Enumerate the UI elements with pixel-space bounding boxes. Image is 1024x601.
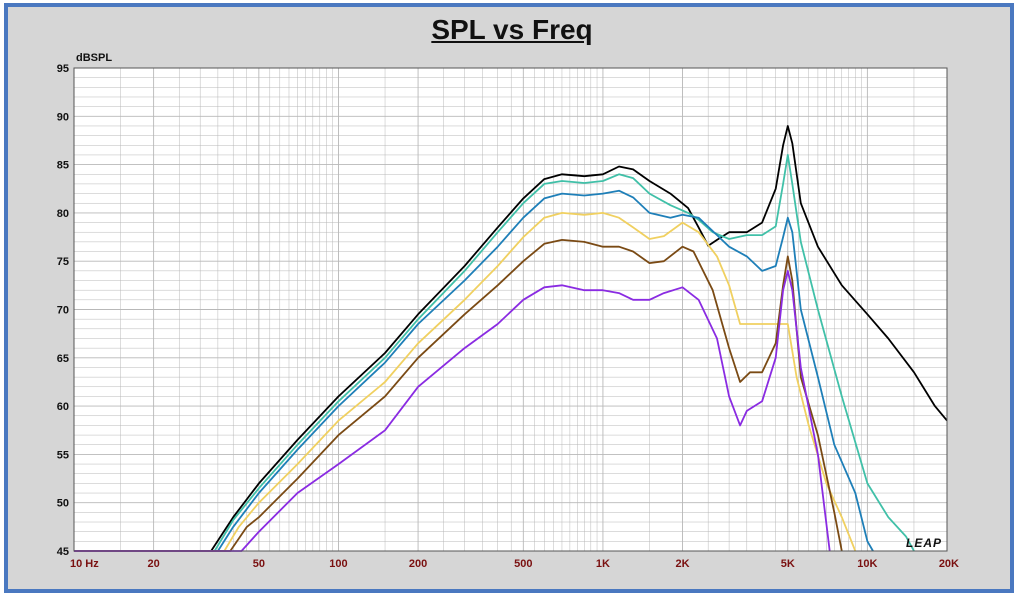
y-axis-label: dBSPL bbox=[76, 52, 112, 64]
y-tick-label: 65 bbox=[57, 353, 69, 365]
y-tick-label: 50 bbox=[57, 498, 69, 510]
x-tick-label: 10K bbox=[857, 558, 877, 570]
y-tick-label: 55 bbox=[57, 449, 69, 461]
plot-border bbox=[73, 67, 948, 552]
x-tick-label: 1K bbox=[596, 558, 610, 570]
leap-watermark: LEAP bbox=[906, 536, 942, 550]
y-tick-label: 95 bbox=[57, 63, 69, 75]
x-tick-label: 100 bbox=[329, 558, 347, 570]
y-tick-label: 60 bbox=[57, 401, 69, 413]
x-tick-label: 5K bbox=[781, 558, 795, 570]
x-tick-label: 50 bbox=[253, 558, 265, 570]
series-line-6 bbox=[74, 269, 831, 552]
x-tick-label: 200 bbox=[409, 558, 427, 570]
x-tick-label: 500 bbox=[514, 558, 532, 570]
x-tick-label: 10 Hz bbox=[70, 558, 99, 570]
y-tick-label: 75 bbox=[57, 256, 69, 268]
series-line-5 bbox=[74, 238, 843, 552]
series-line-1 bbox=[74, 125, 948, 552]
series-line-3 bbox=[74, 189, 874, 552]
x-tick-label: 2K bbox=[676, 558, 690, 570]
y-tick-labels: 95 90 85 80 75 70 65 60 55 50 45 bbox=[57, 63, 69, 558]
y-tick-label: 90 bbox=[57, 111, 69, 123]
y-tick-label: 85 bbox=[57, 160, 69, 172]
x-tick-label: 20 bbox=[147, 558, 159, 570]
chart-title: SPL vs Freq bbox=[431, 14, 593, 45]
y-tick-label: 70 bbox=[57, 305, 69, 317]
series-group bbox=[74, 125, 948, 552]
x-tick-labels: 10 Hz 20 50 100 200 500 1K 2K 5K 10K 20K bbox=[70, 558, 959, 570]
y-tick-label: 80 bbox=[57, 208, 69, 220]
x-tick-label: 20K bbox=[939, 558, 959, 570]
y-tick-label: 45 bbox=[57, 546, 69, 558]
series-line-4 bbox=[74, 211, 857, 552]
series-line-2 bbox=[74, 153, 915, 552]
